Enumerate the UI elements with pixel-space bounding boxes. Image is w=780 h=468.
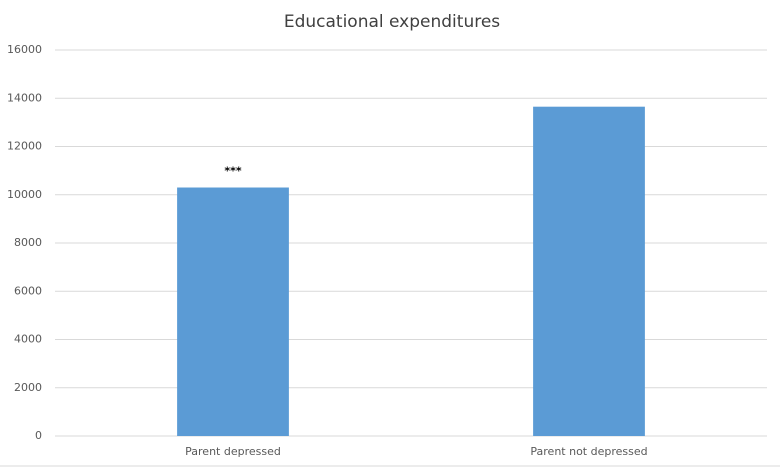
x-tick-label: Parent depressed bbox=[185, 445, 281, 458]
annotation: *** bbox=[224, 165, 242, 178]
y-tick-label: 16000 bbox=[7, 43, 42, 56]
bar bbox=[177, 187, 289, 436]
y-tick-label: 10000 bbox=[7, 188, 42, 201]
y-tick-label: 0 bbox=[35, 429, 42, 442]
y-tick-label: 8000 bbox=[14, 236, 42, 249]
y-tick-label: 12000 bbox=[7, 140, 42, 153]
y-tick-label: 2000 bbox=[14, 381, 42, 394]
bar bbox=[533, 106, 645, 436]
y-tick-label: 4000 bbox=[14, 333, 42, 346]
y-tick-label: 14000 bbox=[7, 91, 42, 104]
y-tick-label: 6000 bbox=[14, 284, 42, 297]
chart-title: Educational expenditures bbox=[284, 12, 500, 32]
x-tick-label: Parent not depressed bbox=[530, 445, 647, 458]
